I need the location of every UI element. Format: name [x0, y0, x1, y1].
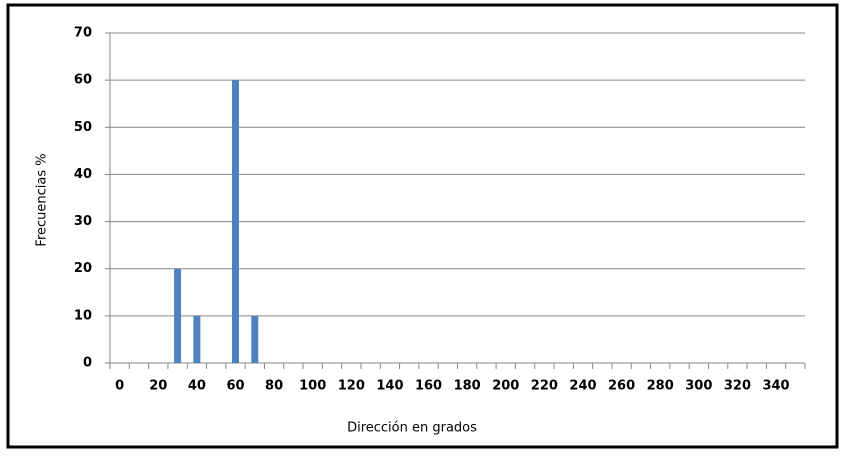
- x-tick-label: 320: [724, 379, 751, 394]
- x-tick-label: 20: [149, 379, 167, 394]
- bar: [231, 80, 239, 364]
- x-tick-label: 120: [338, 379, 365, 394]
- bar: [174, 268, 182, 363]
- y-tick-label: 40: [74, 167, 92, 182]
- y-tick-label: 70: [74, 26, 92, 41]
- x-tick-label: 60: [226, 379, 244, 394]
- y-tick-label: 30: [74, 214, 92, 229]
- x-tick-label: 220: [531, 379, 558, 394]
- y-tick-label: 10: [74, 308, 92, 323]
- x-axis-title: Dirección en grados: [347, 421, 477, 436]
- x-tick-label: 100: [299, 379, 326, 394]
- y-tick-label: 0: [83, 356, 92, 371]
- x-tick-label: 260: [608, 379, 635, 394]
- x-tick-label: 180: [454, 379, 481, 394]
- x-tick-label: 0: [115, 379, 124, 394]
- x-tick-label: 340: [762, 379, 789, 394]
- chart-frame: [6, 3, 839, 449]
- x-tick-label: 280: [647, 379, 674, 394]
- y-axis-title: Frecuencias %: [35, 153, 50, 246]
- bar: [251, 315, 259, 363]
- x-tick-label: 200: [492, 379, 519, 394]
- bar: [193, 315, 201, 363]
- y-tick-label: 60: [74, 73, 92, 88]
- x-tick-label: 80: [265, 379, 283, 394]
- y-tick-label: 50: [74, 120, 92, 135]
- x-tick-label: 240: [569, 379, 596, 394]
- y-tick-label: 20: [74, 261, 92, 276]
- x-tick-label: 300: [685, 379, 712, 394]
- x-tick-label: 140: [376, 379, 403, 394]
- x-tick-label: 160: [415, 379, 442, 394]
- x-tick-label: 40: [188, 379, 206, 394]
